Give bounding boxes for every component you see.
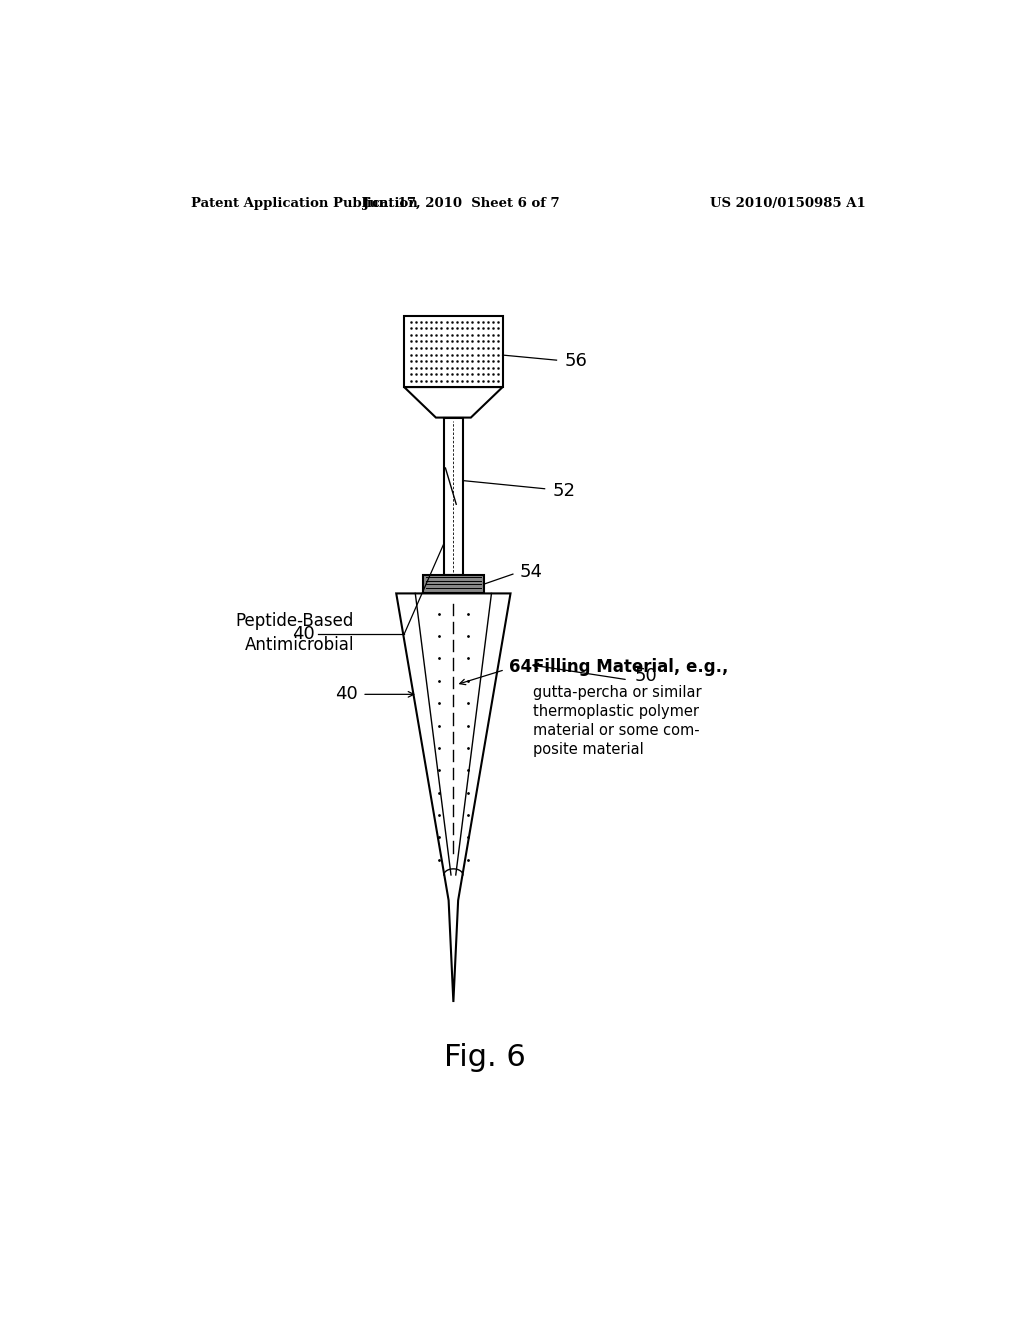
Text: 56: 56 <box>564 352 588 370</box>
Text: Jun. 17, 2010  Sheet 6 of 7: Jun. 17, 2010 Sheet 6 of 7 <box>362 197 560 210</box>
Polygon shape <box>396 594 511 1002</box>
Text: 64: 64 <box>509 657 532 676</box>
Text: 40: 40 <box>336 685 358 704</box>
Polygon shape <box>404 387 503 417</box>
Bar <box>404 315 503 387</box>
Text: Fig. 6: Fig. 6 <box>444 1043 526 1072</box>
Text: 50: 50 <box>634 667 657 685</box>
Text: Peptide-Based
Antimicrobial: Peptide-Based Antimicrobial <box>236 612 354 653</box>
Text: Patent Application Publication: Patent Application Publication <box>191 197 418 210</box>
Text: 52: 52 <box>553 482 575 500</box>
Text: 54: 54 <box>519 564 543 581</box>
Bar <box>443 417 463 576</box>
Text: gutta-percha or similar
thermoplastic polymer
material or some com-
posite mater: gutta-percha or similar thermoplastic po… <box>532 685 701 758</box>
Text: Filling Material, e.g.,: Filling Material, e.g., <box>532 657 728 676</box>
Text: 40: 40 <box>292 626 314 643</box>
Text: US 2010/0150985 A1: US 2010/0150985 A1 <box>711 197 866 210</box>
Bar <box>423 576 483 594</box>
